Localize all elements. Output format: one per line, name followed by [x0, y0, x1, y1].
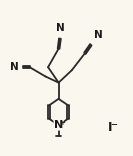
Text: N: N	[54, 120, 63, 130]
Text: N: N	[10, 62, 19, 72]
Text: N: N	[56, 23, 65, 33]
Text: −: −	[110, 120, 117, 129]
Text: +: +	[59, 119, 65, 126]
Text: N: N	[94, 30, 102, 40]
Text: I: I	[108, 121, 112, 134]
